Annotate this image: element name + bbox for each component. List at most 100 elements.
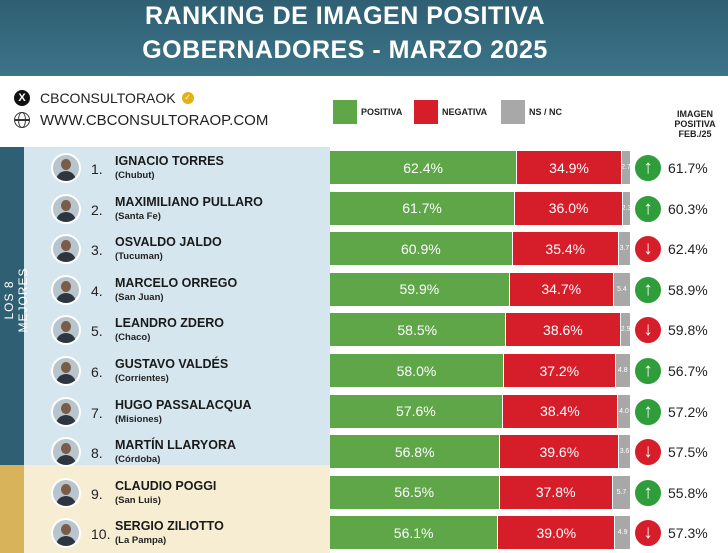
bar-negative: 39.0% bbox=[498, 516, 615, 550]
top-eight-side-strip bbox=[0, 147, 24, 465]
arrow-up-icon: ↑ bbox=[633, 153, 663, 183]
arrow-down-icon: ↓ bbox=[633, 234, 663, 265]
governor-province: (Chubut) bbox=[115, 170, 155, 181]
legend-nsnc: NS / NC bbox=[501, 100, 562, 124]
header-banner: RANKING DE IMAGEN POSITIVA GOBERNADORES … bbox=[0, 0, 728, 76]
table-row: 6. GUSTAVO VALDÉS (Corrientes) 58.0% 37.2% 4.… bbox=[0, 351, 728, 391]
governor-name: CLAUDIO POGGI bbox=[115, 478, 217, 493]
governor-photo-avatar bbox=[51, 396, 81, 427]
rank-number: 1. bbox=[91, 161, 103, 177]
brand-handle-row[interactable]: X CBCONSULTORAOK ✓ bbox=[14, 88, 194, 108]
governor-name: MAXIMILIANO PULLARO bbox=[115, 194, 263, 209]
governor-name: OSVALDO JALDO bbox=[115, 235, 222, 250]
table-row: 3. OSVALDO JALDO (Tucuman) 60.9% 35.4% 3.7 ↓ 62… bbox=[0, 229, 728, 269]
governor-province: (Misiones) bbox=[115, 413, 162, 425]
bar-nsnc: 3.7 bbox=[618, 232, 630, 266]
bar-positive: 62.4% bbox=[330, 151, 517, 184]
rank-number: 7. bbox=[91, 404, 103, 421]
chart-title-line1: RANKING DE IMAGEN POSITIVA bbox=[144, 2, 546, 30]
bar-nsnc: 2.7 bbox=[621, 151, 631, 184]
bar-positive: 58.5% bbox=[330, 313, 505, 347]
bar-positive: 59.9% bbox=[330, 272, 509, 306]
governor-name: MARTÍN LLARYORA bbox=[115, 438, 237, 453]
feb-header-line2: POSITIVA bbox=[674, 119, 716, 129]
bar-positive: 57.6% bbox=[330, 394, 502, 428]
governor-province: (Tucuman) bbox=[115, 251, 163, 263]
legend-negative: NEGATIVA bbox=[414, 100, 487, 124]
table-row: 10. SERGIO ZILIOTTO (La Pampa) 56.1% 39.0% 4.… bbox=[0, 513, 728, 553]
globe-icon bbox=[14, 112, 30, 128]
feb-header-line3: FEB./25 bbox=[678, 129, 712, 139]
bar-positive: 60.9% bbox=[330, 232, 512, 266]
feb-header-line1: IMAGEN bbox=[677, 109, 713, 119]
governor-photo-avatar bbox=[51, 315, 81, 346]
bar-positive: 61.7% bbox=[330, 191, 515, 225]
rank-number: 3. bbox=[91, 242, 103, 259]
bar-nsnc: 4.0 bbox=[618, 394, 630, 428]
bar-positive: 56.8% bbox=[330, 435, 500, 469]
table-row: 5. LEANDRO ZDERO (Chaco) 58.5% 38.6% 2.9 ↓ 59.8… bbox=[0, 310, 728, 350]
governor-province: (La Pampa) bbox=[115, 535, 167, 547]
bar-negative: 34.9% bbox=[517, 151, 621, 184]
bar-positive: 58.0% bbox=[330, 354, 503, 387]
feb-positive-value: 57.5% bbox=[668, 444, 708, 461]
arrow-down-icon: ↓ bbox=[633, 315, 663, 346]
governor-photo-avatar bbox=[51, 477, 81, 508]
feb-positive-value: 61.7% bbox=[668, 160, 708, 176]
legend-nsnc-label: NS / NC bbox=[529, 107, 563, 117]
governor-name: MARCELO ORREGO bbox=[115, 275, 238, 290]
governor-province: (Santa Fe) bbox=[115, 210, 161, 222]
bar-positive: 56.5% bbox=[330, 475, 499, 509]
governor-name: HUGO PASSALACQUA bbox=[115, 397, 252, 412]
table-row: 2. MAXIMILIANO PULLARO (Santa Fe) 61.7% 36.0… bbox=[0, 189, 728, 229]
governor-province: (San Luis) bbox=[115, 494, 161, 506]
governor-name: SERGIO ZILIOTTO bbox=[115, 519, 224, 534]
table-row: 4. MARCELO ORREGO (San Juan) 59.9% 34.7% 5.4 ↑… bbox=[0, 270, 728, 310]
bar-nsnc: 3.6 bbox=[619, 435, 630, 469]
governor-province: (Chaco) bbox=[115, 332, 151, 344]
feb-positive-value: 58.9% bbox=[668, 281, 708, 298]
brand-website-row[interactable]: WWW.CBCONSULTORAOP.COM bbox=[14, 110, 268, 130]
feb-positive-value: 59.8% bbox=[668, 322, 708, 339]
governor-photo-avatar bbox=[51, 518, 81, 549]
bar-nsnc: 4.8 bbox=[615, 354, 630, 387]
governor-province: (Corrientes) bbox=[115, 373, 169, 384]
rank-number: 6. bbox=[91, 364, 103, 380]
governor-photo-avatar bbox=[51, 234, 81, 265]
arrow-up-icon: ↑ bbox=[633, 274, 663, 305]
arrow-down-icon: ↓ bbox=[633, 518, 663, 549]
verified-badge-icon: ✓ bbox=[181, 92, 194, 104]
governor-province: (San Juan) bbox=[115, 291, 164, 303]
governor-photo-avatar bbox=[51, 437, 81, 468]
feb-positive-value: 62.4% bbox=[668, 241, 708, 258]
feb-positive-value: 57.3% bbox=[668, 525, 708, 542]
table-row: 7. HUGO PASSALACQUA (Misiones) 57.6% 38.4% 4.… bbox=[0, 392, 728, 432]
governor-province: (Córdoba) bbox=[115, 454, 161, 466]
bar-negative: 38.4% bbox=[502, 394, 617, 428]
arrow-up-icon: ↑ bbox=[633, 356, 663, 386]
arrow-up-icon: ↑ bbox=[633, 477, 663, 508]
bar-negative: 38.6% bbox=[505, 313, 621, 347]
rank-number: 8. bbox=[91, 445, 103, 462]
chart-title-line2: GOBERNADORES - MARZO 2025 bbox=[142, 36, 548, 64]
brand-handle: CBCONSULTORAOK bbox=[40, 90, 176, 106]
bar-nsnc: 2.9 bbox=[621, 313, 631, 347]
bar-nsnc: 5.4 bbox=[613, 272, 630, 306]
bar-negative: 37.2% bbox=[504, 354, 615, 387]
governor-photo-avatar bbox=[51, 356, 81, 386]
governor-photo-avatar bbox=[51, 274, 81, 305]
feb-positive-value: 57.2% bbox=[668, 403, 708, 420]
arrow-up-icon: ↑ bbox=[633, 396, 663, 427]
table-row: 8. MARTÍN LLARYORA (Córdoba) 56.8% 39.6% 3.6 ↓… bbox=[0, 432, 728, 472]
table-row: 1. IGNACIO TORRES (Chubut) 62.4% 34.9% 2.7 ↑ 61… bbox=[0, 148, 728, 188]
x-logo-icon: X bbox=[14, 90, 30, 106]
rank-number: 9. bbox=[91, 485, 103, 502]
bar-nsnc: 2.3 bbox=[622, 191, 631, 225]
bar-negative: 39.6% bbox=[500, 435, 619, 469]
bar-negative: 36.0% bbox=[515, 191, 623, 225]
bar-nsnc: 4.9 bbox=[615, 516, 630, 550]
governor-name: IGNACIO TORRES bbox=[115, 154, 224, 168]
arrow-down-icon: ↓ bbox=[633, 437, 663, 468]
feb-positive-value: 55.8% bbox=[668, 484, 708, 501]
rank-number: 4. bbox=[91, 282, 103, 299]
